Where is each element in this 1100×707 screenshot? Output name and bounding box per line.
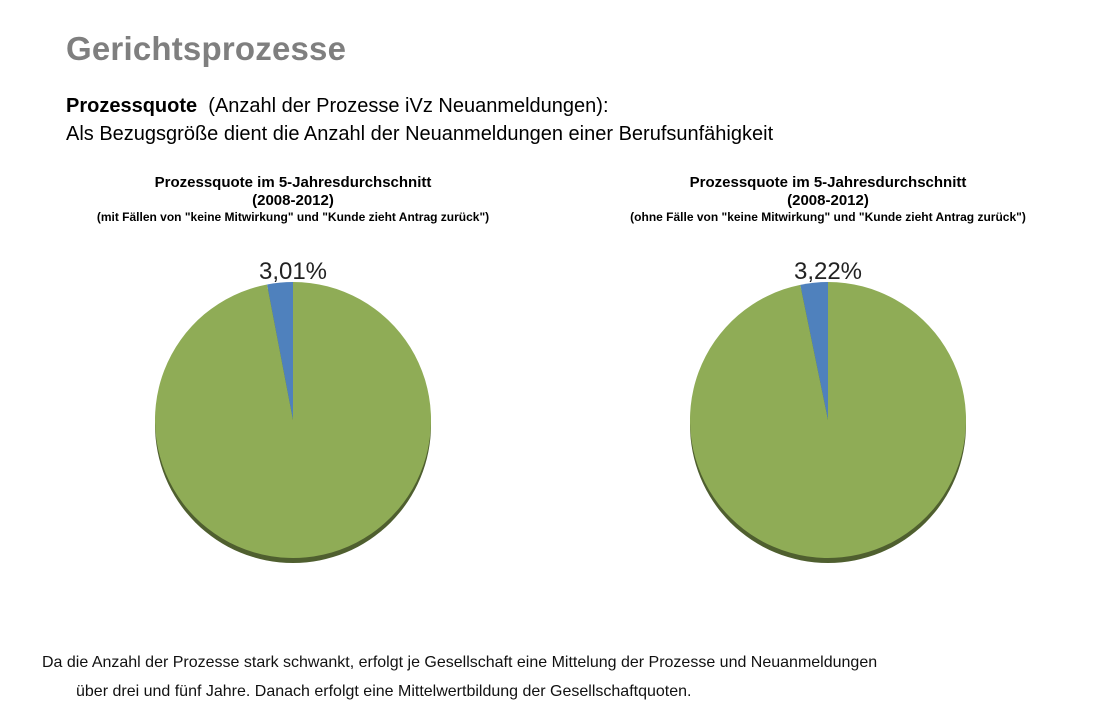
pie-svg-right	[690, 282, 966, 563]
footer-line-2: über drei und fünf Jahre. Danach erfolgt…	[76, 683, 692, 700]
chart-subtitle: (ohne Fälle von "keine Mitwirkung" und "…	[630, 210, 1026, 224]
chart-subtitle: (mit Fällen von "keine Mitwirkung" und "…	[96, 210, 490, 224]
chart-title: Prozessquote im 5-Jahresdurchschnitt	[689, 174, 967, 191]
pie-chart-right: Prozessquote im 5-Jahresdurchschnitt (20…	[588, 174, 1068, 574]
chart-title-line2: (2008-2012)	[787, 192, 869, 209]
pie-slice-1	[690, 282, 966, 558]
subtitle-rest: (Anzahl der Prozesse iVz Neuanmeldungen)…	[208, 95, 609, 117]
data-label: 3,22%	[793, 258, 863, 285]
subtitle-line-2: Als Bezugsgröße dient die Anzahl der Neu…	[66, 123, 774, 145]
chart-title: Prozessquote im 5-Jahresdurchschnitt	[154, 174, 432, 191]
pie-slice-0	[800, 282, 828, 420]
footer-note: Da die Anzahl der Prozesse stark schwank…	[42, 648, 1072, 706]
pie-chart-left: Prozessquote im 5-Jahresdurchschnitt (20…	[53, 174, 533, 574]
pie-svg-left	[155, 282, 432, 563]
chart-title-line2: (2008-2012)	[252, 192, 334, 209]
data-label: 3,01%	[258, 258, 328, 285]
subtitle-bold: Prozessquote	[66, 95, 198, 117]
subtitle-line-1: Prozessquote (Anzahl der Prozesse iVz Ne…	[66, 92, 773, 120]
pie-slice-1	[155, 282, 432, 558]
footer-line-1: Da die Anzahl der Prozesse stark schwank…	[42, 654, 878, 671]
pie-slice-0	[267, 282, 293, 420]
subtitle: Prozessquote (Anzahl der Prozesse iVz Ne…	[66, 92, 773, 148]
page-title: Gerichtsprozesse	[66, 30, 347, 67]
